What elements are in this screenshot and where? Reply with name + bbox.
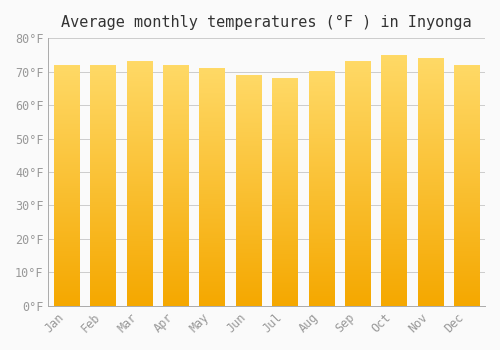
Title: Average monthly temperatures (°F ) in Inyonga: Average monthly temperatures (°F ) in In… [62,15,472,30]
